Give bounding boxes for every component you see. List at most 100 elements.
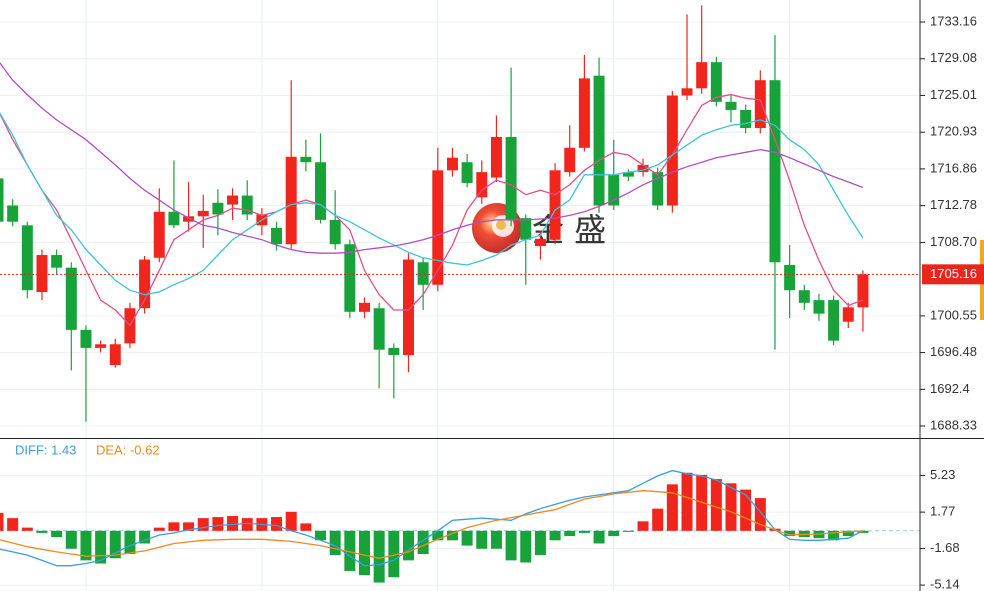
macd-line xyxy=(0,490,863,559)
macd-bar xyxy=(432,530,444,541)
macd-bar xyxy=(51,530,63,538)
macd-bar xyxy=(842,530,854,537)
candle-body xyxy=(388,347,400,356)
candle-body xyxy=(652,172,664,206)
macd-bar xyxy=(446,530,458,541)
candle-body xyxy=(65,267,77,330)
ma-line xyxy=(0,112,864,296)
grid xyxy=(0,0,920,591)
macd-bar xyxy=(109,530,121,559)
candle-body xyxy=(564,147,576,173)
macd-bar xyxy=(725,483,737,531)
candle-body xyxy=(285,156,297,245)
macd-bar xyxy=(300,523,312,531)
macd-bar xyxy=(241,518,253,531)
candle-body xyxy=(227,195,239,205)
candle-body xyxy=(490,136,502,178)
macd-bar xyxy=(124,530,136,555)
candle-body xyxy=(637,164,649,173)
candle-body xyxy=(696,62,708,89)
candle-body xyxy=(212,202,224,215)
macd-bar xyxy=(388,530,400,578)
macd-bar xyxy=(344,530,356,571)
candle-body xyxy=(344,244,356,312)
macd-bar xyxy=(373,530,385,583)
y-tick-label: 1716.86 xyxy=(930,160,977,175)
candle-body xyxy=(520,218,532,240)
y-tick-label: 1712.78 xyxy=(930,197,977,212)
macd-bar xyxy=(285,511,297,531)
candle-body xyxy=(446,157,458,171)
macd-bar xyxy=(622,530,634,532)
ma-line xyxy=(0,93,864,327)
macd-bar xyxy=(359,530,370,576)
candle-body xyxy=(0,178,4,222)
candle-body xyxy=(549,170,561,240)
macd-line xyxy=(0,469,864,567)
macd-bar xyxy=(740,489,752,531)
y-tick-label: -5.14 xyxy=(930,577,960,591)
y-tick-label: 1692.4 xyxy=(930,381,970,396)
candle-body xyxy=(417,262,429,285)
macd-bar xyxy=(520,530,532,563)
candle-body xyxy=(725,101,737,110)
candle-body xyxy=(681,88,693,96)
y-tick-label: 1725.01 xyxy=(930,87,977,102)
plot xyxy=(0,5,920,583)
macd-bar xyxy=(505,530,517,561)
macd-bar xyxy=(784,530,796,537)
candle-body xyxy=(593,75,605,206)
macd-bar xyxy=(271,517,283,531)
candle-body xyxy=(197,210,209,217)
candle-body xyxy=(476,172,488,198)
last-price-box xyxy=(922,264,984,285)
macd-bar xyxy=(461,530,473,546)
candle-body xyxy=(857,274,869,308)
y-tick-label: 1700.55 xyxy=(930,307,977,322)
macd-bar xyxy=(681,472,693,531)
macd-bar xyxy=(534,530,546,556)
macd-bar xyxy=(417,530,429,555)
y-tick-label: 1708.70 xyxy=(930,234,977,249)
candle-body xyxy=(842,307,854,322)
macd-bar xyxy=(828,530,840,541)
macd-bar xyxy=(476,530,488,549)
macd-bar xyxy=(666,484,678,531)
macd-bar xyxy=(153,527,165,531)
candle-body xyxy=(271,228,283,245)
candle-body xyxy=(153,211,165,258)
macd-bar xyxy=(754,498,766,531)
macd-bar xyxy=(139,530,151,544)
candle-body xyxy=(21,225,33,291)
y-tick-label: 1733.16 xyxy=(930,13,977,28)
candle-body xyxy=(798,290,810,303)
legend-diff: DIFF: 1.43 xyxy=(15,442,76,457)
y-tick-label: 1696.48 xyxy=(930,344,977,359)
candle-body xyxy=(95,344,107,348)
candle-body xyxy=(813,300,825,314)
y-tick-label: -1.68 xyxy=(930,540,960,555)
candle-body xyxy=(505,136,517,220)
macd-bar xyxy=(80,530,92,561)
macd-bar xyxy=(593,530,605,544)
candle-body xyxy=(534,238,546,247)
macd-bar xyxy=(652,508,664,531)
candle-body xyxy=(51,255,63,268)
y-tick-label: 1.77 xyxy=(930,504,955,519)
candle-body xyxy=(769,80,781,263)
candle-body xyxy=(740,109,752,128)
macd-bar xyxy=(490,530,502,549)
legend-dea: DEA: -0.62 xyxy=(96,442,160,457)
candle-body xyxy=(300,156,312,163)
y-tick-label: 1720.93 xyxy=(930,124,977,139)
candle-body xyxy=(183,216,195,222)
candle-body xyxy=(461,162,473,183)
macd-bar xyxy=(608,530,620,537)
ma-line xyxy=(0,62,864,254)
candle-body xyxy=(168,211,180,226)
macd-bar xyxy=(7,518,19,531)
candle-body xyxy=(710,62,722,102)
macd-bar xyxy=(65,530,77,549)
candle-body xyxy=(784,264,796,291)
candle-body xyxy=(329,219,341,245)
